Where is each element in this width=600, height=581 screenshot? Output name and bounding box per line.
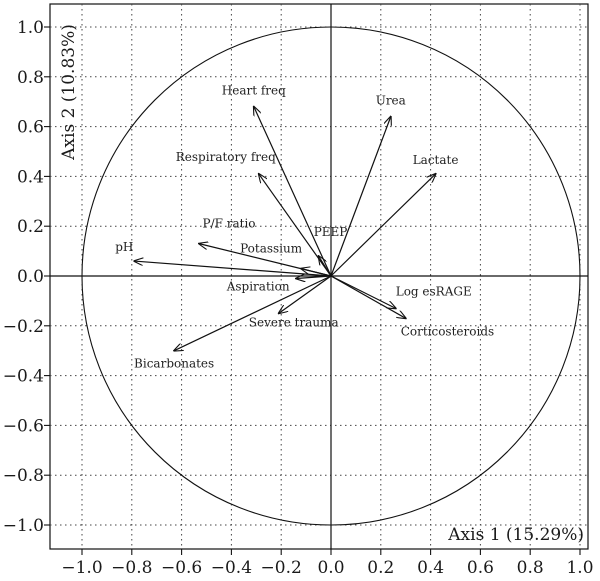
y-tick-label: 0.4: [17, 167, 44, 187]
variable-arrows: [134, 107, 435, 351]
arrow-severe-trauma: [279, 275, 332, 313]
label-potassium: Potassium: [240, 242, 303, 256]
arrow-log-esrage: [330, 275, 396, 308]
x-tick-labels: −1.0 −0.8 −0.6 −0.4 −0.2 0.0 0.2 0.4 0.6 0.8 1.0: [61, 558, 593, 578]
label-urea: Urea: [376, 94, 406, 108]
variable-labels: Heart freq Urea Lactate Respiratory freq P/F…: [115, 84, 494, 371]
arrow-peep: [319, 256, 332, 277]
label-severe-trauma: Severe trauma: [249, 315, 339, 329]
grid-lines: [50, 4, 588, 549]
y-axis-title: Axis 2 (10.83%): [59, 24, 79, 161]
x-tick-label: −1.0: [61, 558, 102, 578]
y-tick-label: 0.0: [17, 267, 44, 287]
y-tick-label: 0.2: [17, 217, 44, 237]
x-tick-label: 0.0: [317, 558, 344, 578]
x-tick-label: 0.4: [417, 558, 444, 578]
x-tick-label: −0.4: [211, 558, 252, 578]
y-tick-labels: −1.0 −0.8 −0.6 −0.4 −0.2 0.0 0.2 0.4 0.6 0.8 1.0: [3, 18, 44, 536]
x-tick-label: 0.2: [367, 558, 394, 578]
y-tick-label: −0.6: [3, 416, 44, 436]
label-peep: PEEP: [314, 225, 348, 239]
x-axis-title: Axis 1 (15.29%): [447, 525, 584, 545]
y-tick-label: 0.6: [17, 118, 44, 138]
label-aspiration: Aspiration: [226, 279, 290, 293]
arrow-aspiration: [296, 276, 332, 278]
x-tick-label: −0.8: [111, 558, 152, 578]
unit-circle: [81, 26, 581, 526]
x-tick-label: 1.0: [566, 558, 593, 578]
label-p-f-ratio: P/F ratio: [203, 217, 256, 231]
x-tick-label: 0.8: [517, 558, 544, 578]
y-tick-label: −0.2: [3, 317, 44, 337]
x-tick-label: −0.6: [161, 558, 202, 578]
y-tick-label: −0.8: [3, 466, 44, 486]
x-tick-label: −0.2: [261, 558, 302, 578]
arrow-heart-freq: [254, 107, 332, 277]
label-respiratory-freq: Respiratory freq: [176, 150, 276, 164]
arrow-corticosteroids: [330, 275, 406, 318]
arrow-lactate: [330, 174, 436, 277]
label-ph: pH: [115, 240, 133, 254]
label-lactate: Lactate: [413, 153, 459, 167]
x-tick-label: 0.6: [467, 558, 494, 578]
label-heart-freq: Heart freq: [222, 84, 286, 98]
label-bicarbonates: Bicarbonates: [134, 357, 214, 371]
arrow-urea: [330, 117, 391, 277]
y-tick-label: 1.0: [17, 18, 44, 38]
y-tick-label: 0.8: [17, 68, 44, 88]
arrow-ph: [134, 261, 332, 277]
arrow-bicarbonates: [174, 275, 332, 351]
tick-marks: [44, 26, 581, 555]
y-tick-label: −1.0: [3, 516, 44, 536]
label-log-esrage: Log esRAGE: [396, 284, 472, 298]
arrow-potassium: [301, 269, 332, 277]
y-tick-label: −0.4: [3, 367, 44, 387]
label-corticosteroids: Corticosteroids: [401, 324, 494, 338]
